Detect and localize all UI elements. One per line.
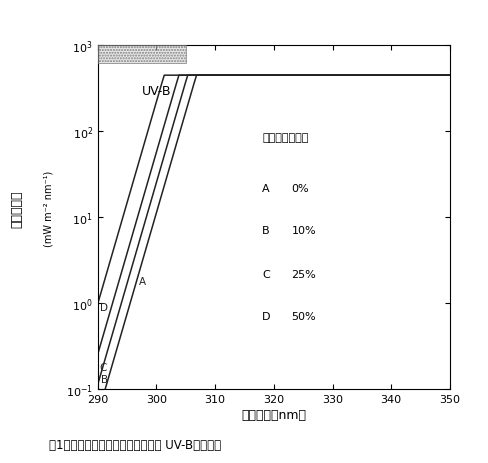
Text: 0%: 0% — [291, 183, 308, 193]
Bar — [98, 46, 185, 64]
Text: D: D — [100, 302, 107, 312]
Text: D: D — [262, 312, 270, 321]
X-axis label: 波　長　（nm）: 波 長 （nm） — [241, 408, 305, 421]
Bar — [98, 46, 185, 64]
Text: 光　強　度: 光 強 度 — [11, 190, 23, 227]
Text: 25%: 25% — [291, 269, 316, 279]
Text: B: B — [101, 374, 108, 384]
Text: オゾン量の減少: オゾン量の減少 — [262, 133, 308, 143]
Text: 図1　成層圈オゾン量の減少に伴う UV-B量の変化: 図1 成層圈オゾン量の減少に伴う UV-B量の変化 — [49, 438, 221, 451]
Text: (mW m⁻² nm⁻¹): (mW m⁻² nm⁻¹) — [44, 170, 54, 246]
Text: C: C — [99, 362, 106, 372]
Text: 10%: 10% — [291, 226, 315, 236]
Text: A: A — [139, 276, 146, 287]
Text: 50%: 50% — [291, 312, 315, 321]
Text: A: A — [262, 183, 269, 193]
Text: C: C — [262, 269, 269, 279]
Text: UV-B: UV-B — [142, 85, 171, 98]
Text: B: B — [262, 226, 269, 236]
